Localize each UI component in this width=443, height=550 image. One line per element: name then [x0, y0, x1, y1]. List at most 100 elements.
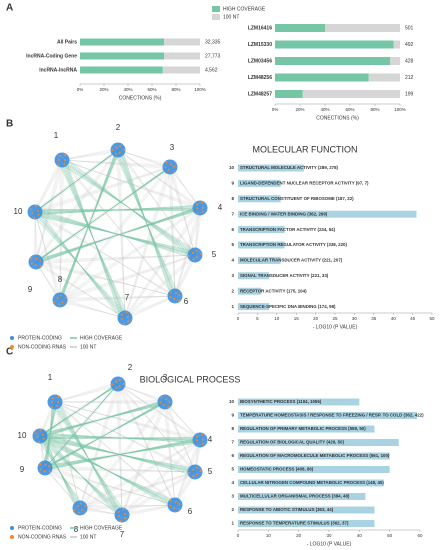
node-cluster	[162, 159, 178, 175]
node-noncoding	[115, 146, 118, 149]
node-label: 3	[163, 373, 168, 382]
node-label: 10	[14, 207, 23, 216]
bar-segment	[368, 73, 400, 82]
category-label: TRANSCRIPTION FACTOR ACTIVITY (234, 54)	[240, 227, 336, 232]
edge-100nt	[56, 385, 119, 403]
bar-segment	[325, 24, 400, 32]
edge-100nt	[79, 471, 196, 509]
edge-high-coverage	[31, 214, 129, 316]
bar	[238, 493, 366, 500]
bar	[238, 226, 285, 234]
rank-label: 3	[231, 273, 234, 278]
edge-high-coverage	[64, 156, 193, 259]
edge-100nt	[34, 159, 62, 212]
edge-100nt	[35, 149, 119, 263]
node-noncoding	[165, 161, 168, 164]
x-tick-label: 60%	[147, 87, 156, 92]
node-noncoding	[169, 505, 172, 508]
category-label: TEMPERATURE HOMEOSTASIS / RESPONSE TO FR…	[240, 413, 424, 418]
edge-100nt	[53, 400, 166, 403]
edge-100nt	[35, 260, 125, 319]
category-label: STRUCTURAL MOLECULE ACTIVITY (289, 278)	[240, 165, 339, 170]
node-noncoding	[64, 153, 67, 156]
node-noncoding	[53, 300, 56, 303]
bar-segment	[390, 57, 400, 65]
edge-100nt	[166, 401, 176, 508]
node-noncoding	[35, 258, 38, 261]
node-noncoding	[170, 163, 173, 166]
node-noncoding	[195, 473, 198, 476]
node-noncoding	[178, 293, 181, 296]
bar	[238, 439, 399, 446]
rank-label: 10	[229, 399, 235, 404]
node-noncoding	[162, 403, 165, 406]
bar	[238, 398, 360, 406]
edge-100nt	[79, 471, 197, 510]
x-tick-label: 60%	[345, 107, 354, 112]
rank-label: 7	[231, 211, 234, 216]
edge-high-coverage	[41, 380, 122, 472]
x-tick-label: 30	[352, 316, 358, 321]
node-label: 9	[28, 285, 33, 294]
node-noncoding	[196, 439, 199, 442]
bar-segment	[275, 73, 369, 82]
edge-100nt	[79, 471, 198, 511]
node-noncoding	[64, 159, 66, 161]
edge-100nt	[59, 207, 202, 302]
category-label: RECEPTOR ACTIVITY (175, 104)	[240, 288, 307, 293]
edge-100nt	[34, 209, 174, 297]
node-label: 2	[116, 123, 121, 132]
category-label: REGULATION OF MACROMOLECULE METABOLIC PR…	[240, 453, 390, 458]
edge-100nt	[61, 149, 119, 161]
node-noncoding	[79, 502, 82, 505]
bar	[238, 241, 285, 249]
legend-label: HIGH COVERAGE	[80, 525, 123, 531]
bar	[238, 520, 375, 527]
node-noncoding	[50, 406, 53, 409]
rank-label: 2	[231, 288, 234, 293]
edge-100nt	[39, 437, 203, 441]
x-tick-label: 40	[391, 316, 397, 321]
rank-label: 6	[231, 227, 234, 232]
edge-100nt	[63, 159, 201, 211]
bar	[238, 479, 384, 487]
node-noncoding	[119, 519, 122, 522]
edge-100nt	[59, 207, 203, 303]
node-cluster	[37, 460, 53, 476]
edge-100nt	[39, 437, 178, 506]
edge-100nt	[59, 254, 196, 301]
node-noncoding	[192, 251, 195, 254]
edge-100nt	[34, 213, 63, 301]
category-label: STRUCTURAL CONSTITUENT OF RIBOSOME (187,…	[240, 196, 354, 201]
node-noncoding	[119, 145, 122, 148]
chart-title: MOLECULAR FUNCTION	[252, 144, 357, 154]
edge-high-coverage	[31, 214, 199, 253]
category-label: ICE BINDING / WATER BINDING (362, 299)	[240, 211, 328, 216]
node-label: 7	[125, 293, 130, 302]
edge-100nt	[59, 159, 65, 303]
edge-high-coverage	[36, 380, 122, 440]
panel-label: C	[6, 347, 13, 358]
edge-100nt	[174, 439, 199, 504]
node-label: 4	[208, 435, 213, 444]
edge-100nt	[54, 383, 119, 403]
node-noncoding	[199, 469, 202, 472]
edge-100nt	[44, 465, 121, 516]
edge-100nt	[79, 383, 117, 507]
node-noncoding	[178, 502, 181, 505]
total-label: 492	[405, 42, 414, 48]
node-noncoding	[118, 151, 121, 154]
node-noncoding	[167, 405, 170, 408]
node-noncoding	[58, 158, 61, 161]
edge-100nt	[121, 504, 175, 515]
total-label: 199	[405, 91, 414, 97]
edge-100nt	[119, 383, 196, 475]
node-noncoding	[115, 380, 118, 383]
node-noncoding	[164, 166, 167, 169]
node-noncoding	[195, 249, 198, 252]
bar	[238, 303, 270, 311]
legend-dot	[10, 336, 14, 340]
total-label: 501	[405, 25, 414, 31]
rank-label: 4	[231, 480, 234, 485]
x-tick-label: 5	[256, 316, 259, 321]
